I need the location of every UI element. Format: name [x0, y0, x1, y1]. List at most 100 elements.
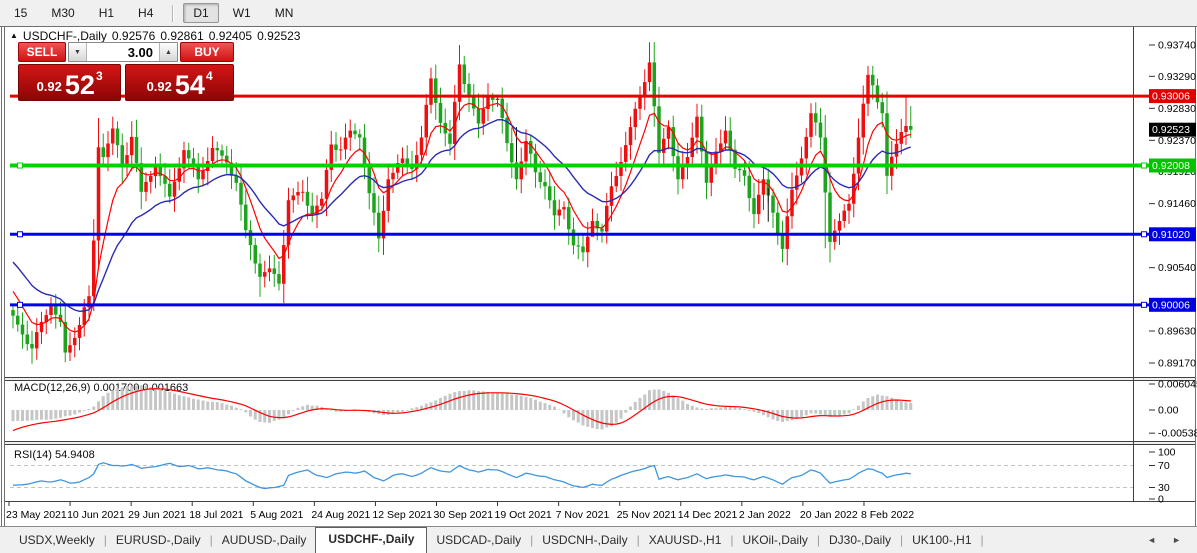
- timeframe-button-w1[interactable]: W1: [232, 6, 251, 20]
- rsi-axis-label: 100: [1158, 447, 1176, 459]
- line-handle[interactable]: [1141, 301, 1147, 308]
- one-click-trading-panel: SELL ▼ 3.00 ▲ BUY 0.92 52 3 0.92 54 4: [18, 42, 234, 101]
- date-axis-label: 12 Sep 2021: [372, 509, 432, 521]
- buy-price-prefix: 0.92: [146, 79, 172, 94]
- price-badge-text: 0.92523: [1152, 124, 1190, 136]
- date-axis-label: 19 Oct 2021: [495, 509, 552, 521]
- sell-price-prefix: 0.92: [36, 79, 62, 94]
- tab-ukoil-daily[interactable]: UKOil-,Daily: [742, 533, 808, 547]
- price-badge-0.92008: [1149, 158, 1196, 173]
- price-axis-label: 0.92830: [1158, 103, 1196, 115]
- ohlc-high: 0.92861: [160, 29, 204, 43]
- price-badge-text: 0.92008: [1152, 160, 1190, 172]
- chart-title: ▲ USDCHF-,Daily 0.92576 0.92861 0.92405 …: [10, 29, 300, 43]
- tab-xauusd-h1[interactable]: XAUUSD-,H1: [648, 533, 722, 547]
- tab-eurusd-daily[interactable]: EURUSD-,Daily: [115, 533, 201, 547]
- price-badge-text: 0.93006: [1152, 91, 1190, 103]
- date-axis-label: 14 Dec 2021: [678, 509, 738, 521]
- line-handle[interactable]: [1141, 231, 1147, 238]
- tab-usdcad-daily[interactable]: USDCAD-,Daily: [436, 533, 522, 547]
- volume-spinner: ▼ 3.00 ▲: [68, 42, 178, 62]
- macd-axis-label: -0.005383: [1158, 428, 1197, 440]
- date-axis-label: 29 Jun 2021: [128, 509, 186, 521]
- ma-fast-line: [12, 102, 911, 333]
- timeframe-button-mn[interactable]: MN: [274, 6, 294, 20]
- tab-separator: |: [530, 533, 534, 547]
- line-handle[interactable]: [17, 162, 23, 169]
- tab-audusd-daily[interactable]: AUDUSD-,Daily: [221, 533, 307, 547]
- price-axis-label: 0.90540: [1158, 262, 1196, 274]
- sell-button[interactable]: SELL: [18, 42, 66, 62]
- ohlc-close: 0.92523: [257, 29, 301, 43]
- price-axis-label: 0.91460: [1158, 198, 1196, 210]
- line-handle[interactable]: [17, 301, 23, 308]
- rsi-line: [12, 462, 911, 490]
- tab-separator: |: [209, 533, 213, 547]
- date-axis-label: 18 Jul 2021: [189, 509, 243, 521]
- buy-button[interactable]: BUY: [180, 42, 234, 62]
- line-handle[interactable]: [1141, 162, 1147, 169]
- tab-usdchf-daily[interactable]: USDCHF-,Daily: [315, 527, 428, 553]
- tab-separator: |: [816, 533, 820, 547]
- price-axis-label: 0.93740: [1158, 40, 1196, 52]
- price-axis-label: 0.92370: [1158, 135, 1196, 147]
- date-axis-label: 7 Nov 2021: [556, 509, 610, 521]
- chart-tabs: USDX,Weekly | EURUSD-,Daily | AUDUSD-,Daily U…: [0, 527, 1141, 553]
- sell-price-big: 52: [64, 70, 95, 100]
- buy-price-button[interactable]: 0.92 54 4: [125, 64, 234, 101]
- buy-price-big: 54: [174, 70, 205, 100]
- tab-usdx-weekly[interactable]: USDX,Weekly: [19, 533, 95, 547]
- ma-slow-line: [12, 118, 912, 313]
- sell-price-button[interactable]: 0.92 52 3: [18, 64, 122, 101]
- chevron-up-icon: ▲: [165, 48, 172, 56]
- price-badge-text: 0.90006: [1152, 299, 1190, 311]
- volume-decrease-button[interactable]: ▼: [69, 43, 87, 61]
- collapse-chart-icon[interactable]: ▲: [10, 31, 18, 40]
- macd-signal-line: [12, 388, 911, 432]
- price-badge-0.93006: [1149, 89, 1196, 104]
- date-axis-label: 23 May 2021: [6, 509, 67, 521]
- rsi-axis-label: 70: [1158, 460, 1170, 472]
- date-axis-label: 20 Jan 2022: [800, 509, 858, 521]
- tab-separator: |: [730, 533, 734, 547]
- date-axis-label: 25 Nov 2021: [617, 509, 677, 521]
- date-axis-label: 10 Jun 2021: [67, 509, 125, 521]
- date-axis-label: 5 Aug 2021: [250, 509, 303, 521]
- macd-indicator-label: MACD(12,26,9) 0.001700 0.001663: [14, 382, 189, 394]
- price-badge-0.91020: [1149, 227, 1196, 242]
- date-axis-label: 24 Aug 2021: [311, 509, 370, 521]
- ohlc-open: 0.92576: [111, 29, 156, 43]
- price-badge-0.92523: [1149, 122, 1196, 137]
- tabs-scroll-left-icon[interactable]: ◄: [1147, 535, 1157, 545]
- toolbar-separator: [172, 4, 175, 22]
- volume-input[interactable]: 3.00: [127, 45, 153, 60]
- tab-uk100-h1[interactable]: UK100-,H1: [912, 533, 972, 547]
- macd-axis-label: 0.006045: [1158, 379, 1197, 391]
- tab-separator: |: [103, 533, 107, 547]
- timeframe-button-h4[interactable]: H4: [138, 6, 154, 20]
- tab-scroll-controls: ◄ ►: [1141, 535, 1197, 553]
- rsi-axis-label: 0: [1158, 494, 1164, 506]
- chart-tab-bar: USDX,Weekly | EURUSD-,Daily | AUDUSD-,Daily U…: [0, 526, 1197, 553]
- price-axis-label: 0.93290: [1158, 71, 1196, 83]
- sell-price-pip: 3: [95, 69, 103, 83]
- tab-usdcnh-daily[interactable]: USDCNH-,Daily: [542, 533, 628, 547]
- volume-increase-button[interactable]: ▲: [159, 43, 177, 61]
- rsi-indicator-label: RSI(14) 54.9408: [14, 449, 95, 461]
- buy-price-pip: 4: [205, 69, 213, 83]
- tab-dj30-daily[interactable]: DJ30-,Daily: [829, 533, 892, 547]
- tab-separator: |: [900, 533, 904, 547]
- date-axis-label: 30 Sep 2021: [433, 509, 493, 521]
- line-handle[interactable]: [17, 231, 23, 238]
- timeframe-button-d1[interactable]: D1: [183, 3, 219, 23]
- tabs-scroll-right-icon[interactable]: ►: [1172, 535, 1181, 545]
- tab-separator: |: [636, 533, 640, 547]
- timeframe-button-15[interactable]: 15: [14, 6, 28, 20]
- date-axis-label: 8 Feb 2022: [861, 509, 914, 521]
- price-axis-label: 0.89630: [1158, 325, 1196, 337]
- chevron-down-icon: ▼: [74, 48, 81, 56]
- chart-symbol-label: USDCHF-,Daily: [22, 29, 107, 43]
- timeframe-button-h1[interactable]: H1: [98, 6, 115, 20]
- timeframe-button-m30[interactable]: M30: [51, 6, 75, 20]
